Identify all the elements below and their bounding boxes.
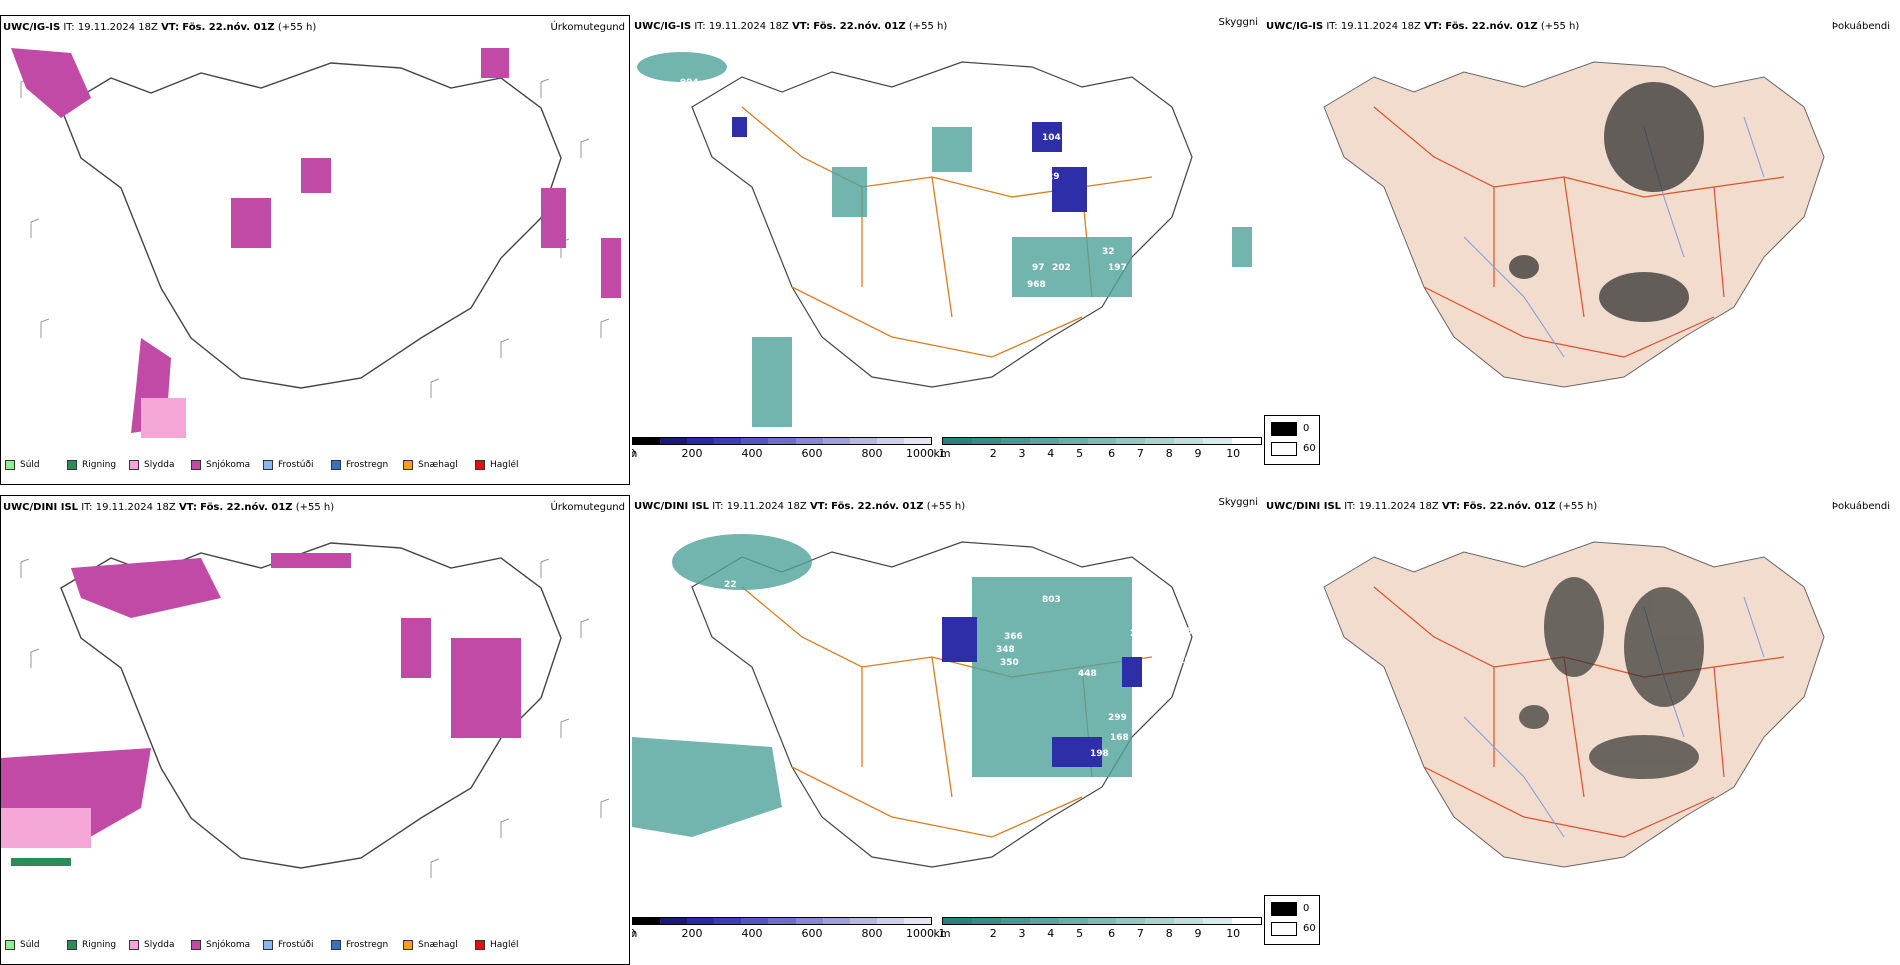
cloud-label: 448 (1078, 669, 1097, 679)
legend-item: Frostúði (263, 940, 331, 950)
visibility-bar (942, 917, 1262, 925)
roads (741, 586, 1153, 838)
cloudbase-bar (632, 917, 932, 925)
cloud-label: 197 (1108, 263, 1127, 273)
fog-areas (1519, 577, 1704, 779)
panel-title: Úrkomutegund (550, 502, 625, 513)
cloud-label: 366 (1004, 632, 1023, 642)
fog-legend-swatch-low (1271, 902, 1297, 916)
fog-legend-high: 60 (1303, 443, 1316, 454)
precip-map (1, 542, 610, 878)
precip-map (11, 48, 621, 438)
visibility-bar (942, 437, 1262, 445)
cloud-panel-row2: UWC/DINI ISL IT: 19.11.2024 18Z VT: Fös.… (632, 495, 1262, 965)
cloud-label: 144 (922, 713, 941, 723)
panel-header: UWC/DINI ISL IT: 19.11.2024 18Z VT: Fös.… (634, 501, 966, 512)
panel-header: UWC/IG-IS IT: 19.11.2024 18Z VT: Fös. 22… (1266, 21, 1580, 32)
legend-item: Snæhagl (403, 940, 475, 950)
panel-header: UWC/IG-IS IT: 19.11.2024 18Z VT: Fös. 22… (634, 21, 948, 32)
precip-legend: Súld Rigning Slydda Snjókoma Frostúði Fr… (5, 940, 537, 950)
legend-item: Haglél (475, 460, 537, 470)
legend-item: Slydda (129, 460, 191, 470)
panel-title: Þokuábendi (1831, 501, 1890, 512)
iceland-outline (60, 62, 562, 389)
legend-item: Súld (5, 460, 67, 470)
fog-legend-low: 0 (1303, 423, 1310, 434)
panel-header: UWC/DINI ISL IT: 19.11.2024 18Z VT: Fös.… (1266, 501, 1598, 512)
fog-legend: 0 60 (1264, 415, 1320, 465)
cloud-label: 350 (1000, 658, 1019, 668)
sleet-area (141, 398, 186, 438)
sleet-area (1, 808, 91, 848)
low-visibility (637, 52, 1252, 427)
cloud-label: 348 (996, 645, 1015, 655)
visibility-colorbar: km 1 2 3 4 5 6 7 8 9 10 (933, 437, 1262, 461)
fog-panel-row2: UWC/DINI ISL IT: 19.11.2024 18Z VT: Fös.… (1264, 495, 1894, 965)
legend-item: Haglél (475, 940, 537, 950)
fog-legend-high: 60 (1303, 923, 1316, 934)
cloud-label: 803 (1042, 595, 1061, 605)
cloud-label: 198 (1090, 749, 1109, 759)
iceland-outline (1323, 61, 1825, 388)
cloudbase-colorbar: m 0 200 400 600 800 1000 (632, 437, 934, 461)
cloud-panel-row1: UWC/IG-IS IT: 19.11.2024 18Z VT: Fös. 22… (632, 15, 1262, 485)
cloud-label: 520 (1172, 656, 1191, 666)
snow-areas (11, 48, 621, 433)
cloudbase-colorbar: m 0 200 400 600 800 1000 (632, 917, 934, 941)
fog-map (1323, 61, 1825, 388)
cloud-label: 299 (1108, 713, 1127, 723)
legend-item: Súld (5, 940, 67, 950)
cloud-label: 256 (1130, 629, 1149, 639)
cloud-label: 29 (1047, 172, 1060, 182)
legend-item: Snjókoma (191, 940, 263, 950)
cloud-label: 32 (1102, 247, 1115, 257)
fog-map (1323, 541, 1825, 868)
panel-header: UWC/DINI ISL IT: 19.11.2024 18Z VT: Fös.… (3, 502, 335, 513)
panel-title: Úrkomutegund (550, 22, 625, 33)
roads (1373, 106, 1785, 358)
cloud-label: 202 (1052, 263, 1071, 273)
legend-item: Slydda (129, 940, 191, 950)
cloud-label: 994 (680, 78, 699, 88)
cloud-label: 467 (1052, 297, 1071, 307)
cloud-label: 97 (1032, 263, 1045, 273)
legend-item: Snjókoma (191, 460, 263, 470)
fog-legend-low: 0 (1303, 903, 1310, 914)
cloud-label: 968 (1027, 280, 1046, 290)
fog-legend: 0 60 (1264, 895, 1320, 945)
fog-legend-swatch-low (1271, 422, 1297, 436)
precip-panel-row1: UWC/IG-IS IT: 19.11.2024 18Z VT: Fös. 22… (0, 15, 630, 485)
roads (741, 106, 1153, 358)
cloud-label: 95 (1180, 627, 1193, 637)
legend-item: Frostúði (263, 460, 331, 470)
precip-panel-row2: UWC/DINI ISL IT: 19.11.2024 18Z VT: Fös.… (0, 495, 630, 965)
fog-legend-swatch-high (1271, 922, 1297, 936)
panel-title: Skyggni (1218, 497, 1258, 508)
legend-item: Snæhagl (403, 460, 475, 470)
fog-panel-row1: UWC/IG-IS IT: 19.11.2024 18Z VT: Fös. 22… (1264, 15, 1894, 485)
legend-item: Frostregn (331, 940, 403, 950)
cloud-map (632, 534, 1193, 868)
cloud-label: 22 (724, 580, 737, 590)
low-cloud-base (732, 117, 1087, 212)
precip-legend: Súld Rigning Slydda Snjókoma Frostúði Fr… (5, 460, 537, 470)
low-cloud-base (942, 617, 1142, 767)
cloud-map (637, 52, 1252, 427)
iceland-outline (691, 61, 1193, 388)
fog-areas (1509, 82, 1704, 322)
legend-item: Rigning (67, 460, 129, 470)
fog-legend-swatch-high (1271, 442, 1297, 456)
legend-item: Rigning (67, 940, 129, 950)
panel-header: UWC/IG-IS IT: 19.11.2024 18Z VT: Fös. 22… (3, 22, 317, 33)
cloudbase-bar (632, 437, 932, 445)
panel-title: Þokuábendi (1831, 21, 1890, 32)
cloud-label: 168 (1110, 733, 1129, 743)
visibility-colorbar: km 1 2 3 4 5 6 7 8 9 10 (933, 917, 1262, 941)
cloud-label: 104 (1042, 133, 1061, 143)
panel-title: Skyggni (1218, 17, 1258, 28)
rain-area (11, 858, 71, 866)
legend-item: Frostregn (331, 460, 403, 470)
cloud-label: 256 (944, 248, 963, 258)
